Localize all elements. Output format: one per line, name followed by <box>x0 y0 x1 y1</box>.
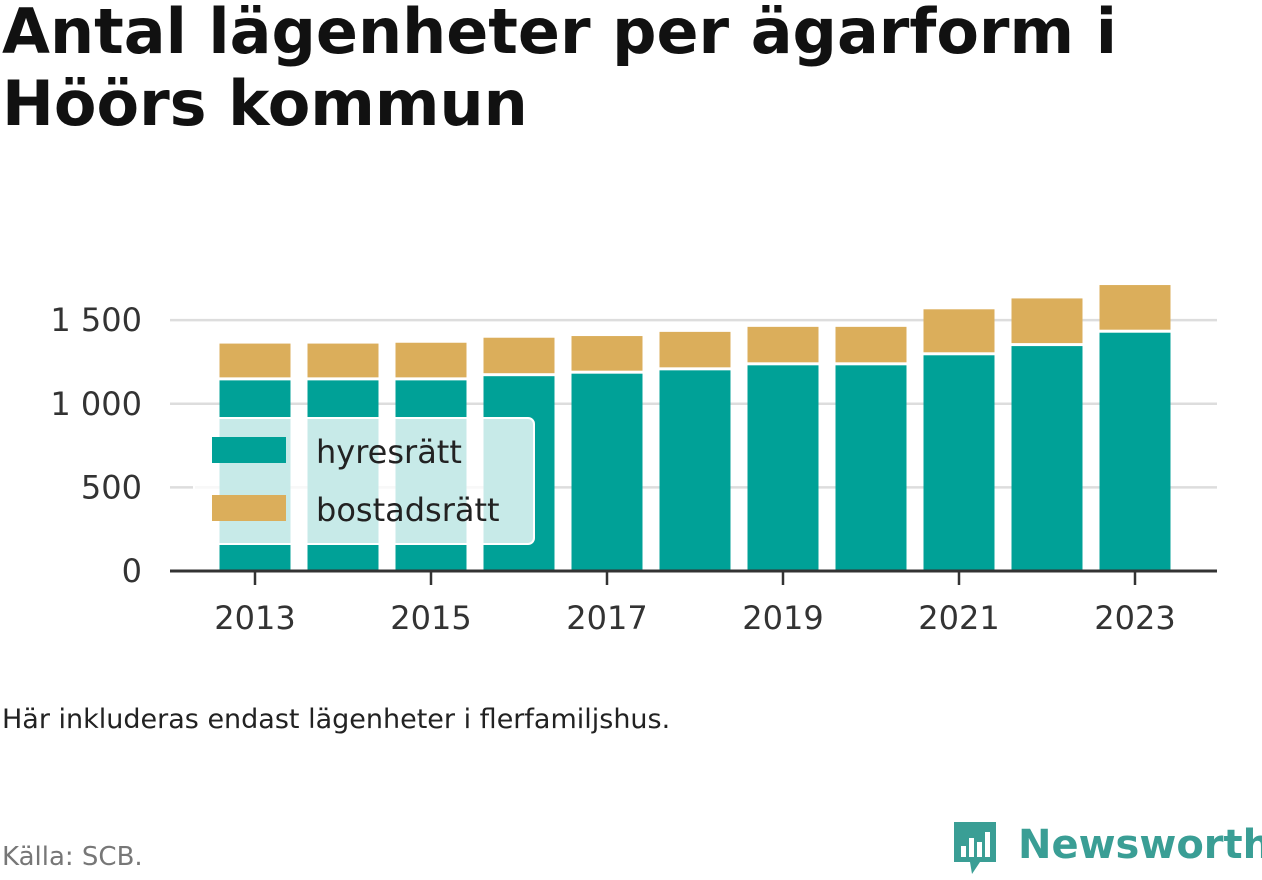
y-tick-label: 0 <box>122 552 142 590</box>
legend-label-hyresratt: hyresrätt <box>316 433 462 471</box>
bar-segment <box>395 342 467 378</box>
bar-segment <box>1099 285 1171 330</box>
y-tick-label: 1 500 <box>50 301 142 339</box>
newsworthy-logo-icon <box>954 822 996 874</box>
axes: 0 500 1 000 1 500 2013 2015 2017 2019 2021 2023 <box>50 301 1217 637</box>
x-tick-label: 2017 <box>566 599 647 637</box>
bar-segment <box>923 309 995 353</box>
bar-segment <box>483 337 555 374</box>
chart-title: Antal lägenheter per ägarform i Höörs ko… <box>2 0 1117 140</box>
legend-swatch-bostadsratt <box>212 495 286 521</box>
bar-segment <box>1011 346 1083 571</box>
bar-segment <box>835 326 907 363</box>
x-tick-label: 2023 <box>1094 599 1175 637</box>
bar-segment <box>923 355 995 571</box>
newsworthy-brand: Newsworthy <box>950 818 1262 880</box>
x-tick-label: 2019 <box>742 599 823 637</box>
bar-segment <box>1011 298 1083 344</box>
bar-segment <box>307 343 379 378</box>
bar-segment <box>747 326 819 363</box>
source-credit: Källa: SCB. <box>2 842 143 872</box>
bar-segment <box>659 370 731 571</box>
footnote: Här inkluderas endast lägenheter i flerf… <box>2 704 671 735</box>
legend-label-bostadsratt: bostadsrätt <box>316 491 500 529</box>
legend: hyresrätt bostadsrätt <box>193 417 535 545</box>
x-tick-label: 2021 <box>918 599 999 637</box>
bar-segment <box>1099 332 1171 571</box>
bar-segment <box>835 365 907 571</box>
bar-segment <box>571 373 643 571</box>
stacked-bar-chart: 0 500 1 000 1 500 2013 2015 2017 2019 2021 2023 h… <box>50 285 1217 637</box>
legend-swatch-hyresratt <box>212 437 286 463</box>
y-tick-label: 1 000 <box>50 385 142 423</box>
y-tick-label: 500 <box>81 468 142 506</box>
bar-segment <box>219 343 291 378</box>
bar-segment <box>659 331 731 368</box>
brand-name: Newsworthy <box>1018 822 1262 868</box>
x-tick-label: 2013 <box>214 599 295 637</box>
x-tick-label: 2015 <box>390 599 471 637</box>
bar-segment <box>747 365 819 571</box>
bar-segment <box>571 336 643 371</box>
